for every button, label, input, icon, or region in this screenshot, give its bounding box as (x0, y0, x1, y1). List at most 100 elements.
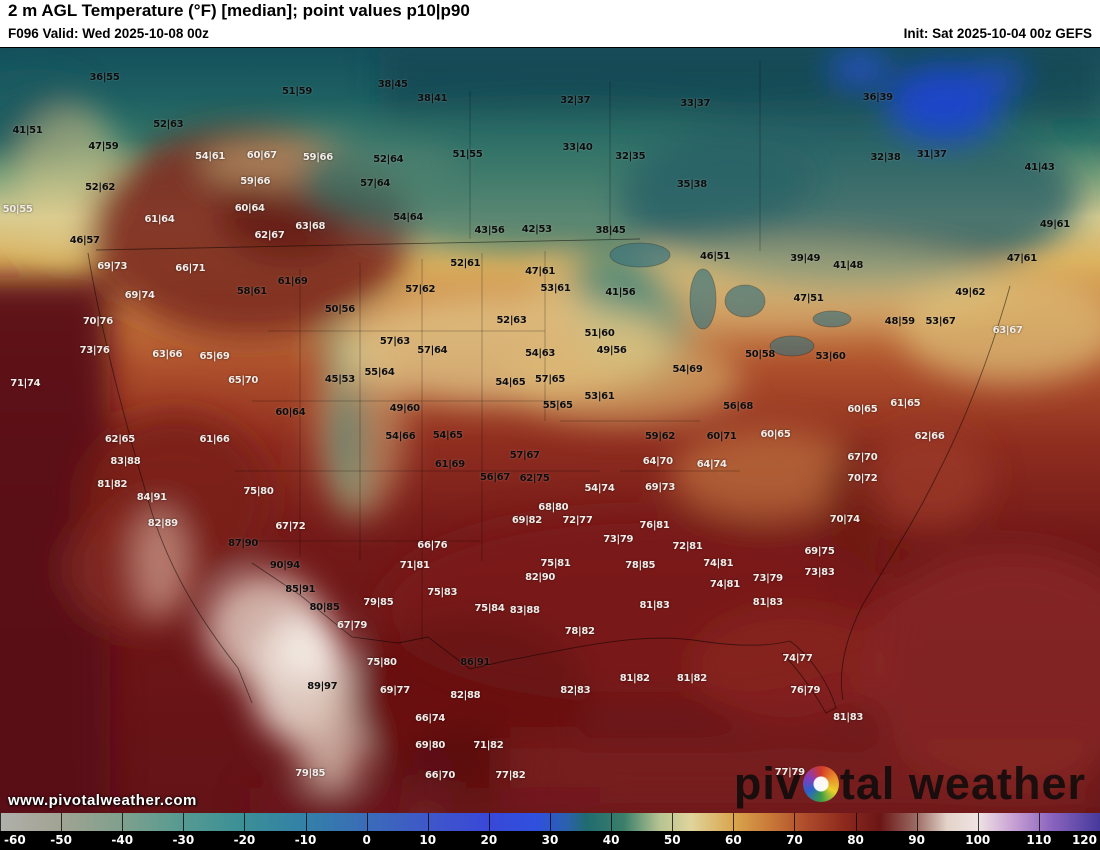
point-value: 62|67 (254, 230, 285, 242)
colorbar-tickmark (488, 813, 490, 831)
colorbar-tick-label: 30 (541, 833, 559, 847)
point-value: 38|45 (377, 78, 408, 90)
point-value: 60|64 (234, 202, 265, 214)
point-value: 61|69 (434, 459, 465, 471)
colorbar-tick-label: 10 (419, 833, 437, 847)
point-value: 67|72 (275, 520, 306, 532)
point-value: 70|76 (82, 316, 113, 328)
colorbar-tickmark (672, 813, 674, 831)
brand-prefix: piv (733, 758, 802, 809)
map-canvas[interactable]: 36|55 51|59 38|45 38|41 32|37 33|37 36|39 41|51… (0, 47, 1100, 814)
point-value: 86|91 (460, 657, 491, 669)
point-value: 90|94 (269, 559, 300, 571)
colorbar-tickmark (183, 813, 185, 831)
state-lines (235, 61, 761, 641)
colorbar-tickmark (855, 813, 857, 831)
point-value: 42|53 (521, 223, 552, 235)
point-value: 65|70 (228, 375, 259, 387)
point-value: 83|88 (110, 456, 141, 468)
point-value: 65|69 (199, 351, 230, 363)
point-value: 61|69 (277, 275, 308, 287)
colorbar-tickmark (794, 813, 796, 831)
point-value: 69|75 (804, 546, 835, 558)
point-value: 53|60 (815, 350, 846, 362)
colorbar-tickmark (0, 813, 1, 831)
point-value: 75|80 (366, 657, 397, 669)
colorbar-tick-label: 40 (602, 833, 620, 847)
point-value: 75|84 (474, 602, 505, 614)
site-watermark: www.pivotalweather.com (8, 792, 197, 809)
point-value: 53|61 (540, 283, 571, 295)
border-lines (87, 238, 1011, 714)
point-value: 73|79 (603, 533, 634, 545)
temperature-field (0, 48, 1100, 814)
point-value: 69|77 (379, 684, 410, 696)
point-value: 58|61 (236, 286, 267, 298)
point-value: 67|79 (337, 619, 367, 631)
point-value: 80|85 (309, 601, 340, 613)
point-value: 82|90 (525, 572, 556, 584)
point-value: 69|73 (97, 261, 128, 273)
point-value: 32|38 (870, 152, 901, 164)
colorbar-tickmark (61, 813, 63, 831)
point-value: 57|67 (509, 449, 540, 461)
point-value: 74|81 (709, 578, 740, 590)
point-value: 48|59 (884, 316, 915, 328)
point-value: 41|56 (605, 287, 636, 299)
point-value: 64|74 (696, 458, 727, 470)
point-value: 41|48 (833, 260, 864, 272)
colorbar-tick-label: 70 (786, 833, 803, 847)
point-value: 49|60 (389, 402, 420, 414)
point-value: 39|49 (790, 253, 821, 265)
point-value: 54|61 (195, 150, 226, 162)
point-value: 81|83 (833, 712, 864, 724)
colorbar-tickmark (305, 813, 307, 831)
point-value: 47|51 (793, 293, 824, 305)
point-value: 66|70 (425, 769, 455, 781)
point-value: 41|51 (12, 124, 43, 136)
point-value: 46|57 (69, 235, 100, 247)
point-value: 68|80 (538, 502, 569, 514)
point-value: 57|62 (405, 284, 436, 296)
colorbar-tick-label: -40 (111, 833, 134, 847)
point-value: 54|66 (385, 431, 416, 443)
point-value: 74|77 (782, 652, 813, 664)
point-value: 77|82 (495, 769, 526, 781)
point-value: 70|74 (829, 513, 860, 525)
point-value: 54|65 (495, 376, 526, 388)
point-value: 76|81 (639, 519, 670, 531)
point-value: 45|53 (324, 374, 355, 386)
point-value: 61|65 (890, 398, 921, 410)
colorbar-gradient (0, 813, 1100, 831)
point-value: 73|83 (804, 567, 835, 579)
brand-suffix: tal weather (839, 758, 1086, 809)
point-value: 50|58 (745, 349, 776, 361)
point-value: 69|73 (645, 482, 675, 494)
point-value: 82|83 (560, 684, 591, 696)
colorbar-tick-label: 50 (663, 833, 681, 847)
point-value: 81|82 (676, 673, 707, 685)
point-value: 66|71 (175, 262, 206, 274)
point-value: 38|45 (595, 225, 626, 237)
point-value: 38|41 (417, 93, 448, 105)
point-value: 62|65 (104, 434, 135, 446)
point-value: 71|74 (10, 377, 41, 389)
colorbar-tickmark (244, 813, 246, 831)
point-value: 69|74 (124, 290, 155, 302)
point-value: 54|65 (432, 430, 463, 442)
point-value: 49|62 (955, 287, 986, 299)
point-value: 59|62 (645, 431, 675, 443)
point-value: 62|66 (914, 431, 945, 443)
point-value: 59|66 (302, 152, 333, 164)
colorbar-tick-label: 80 (847, 833, 864, 847)
point-value: 60|71 (706, 431, 737, 443)
point-value: 47|61 (1006, 253, 1037, 265)
point-value: 55|65 (542, 400, 573, 412)
colorbar-tick-label: 20 (480, 833, 498, 847)
point-value: 73|79 (752, 572, 783, 584)
point-value: 81|83 (752, 597, 783, 609)
point-value: 66|76 (417, 539, 448, 551)
colorbar-tickmark (733, 813, 735, 831)
point-value: 63|68 (295, 221, 326, 233)
point-value: 52|62 (85, 182, 116, 194)
